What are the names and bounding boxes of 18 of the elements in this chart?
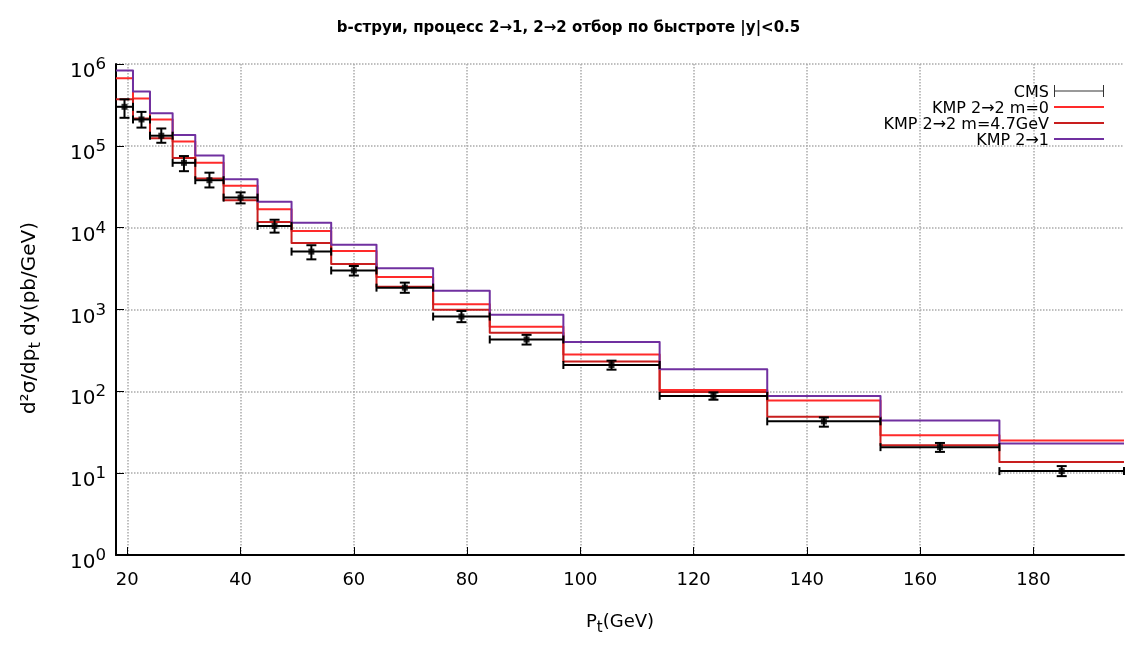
x-tick-label: 160 [902, 567, 938, 589]
x-tick-label: 140 [789, 567, 825, 589]
x-tick-label: 20 [115, 567, 139, 589]
y-tick-label: 10$^{4}$ [69, 216, 106, 246]
y-tick-label: 10$^{2}$ [69, 380, 106, 409]
y-tick-label: 10$^{5}$ [69, 134, 106, 164]
x-tick-label: 120 [676, 567, 711, 589]
x-tick-label: 100 [563, 567, 598, 589]
x-tick-label: 80 [455, 567, 479, 589]
chart-title: b-струи, процесс 2→1, 2→2 отбор по быстроте |y|<0.5 [336, 17, 801, 37]
x-tick-label: 40 [229, 567, 253, 589]
x-axis-title: P$_{t}$(GeV) [585, 610, 655, 636]
y-tick-label: 10$^{6}$ [69, 53, 106, 82]
x-tick-label: 180 [1016, 567, 1051, 589]
x-tick-label: 60 [342, 567, 366, 589]
y-tick-label: 10$^{3}$ [69, 298, 106, 328]
y-tick-label: 10$^{0}$ [69, 544, 106, 573]
y-tick-label: 10$^{1}$ [69, 462, 106, 491]
